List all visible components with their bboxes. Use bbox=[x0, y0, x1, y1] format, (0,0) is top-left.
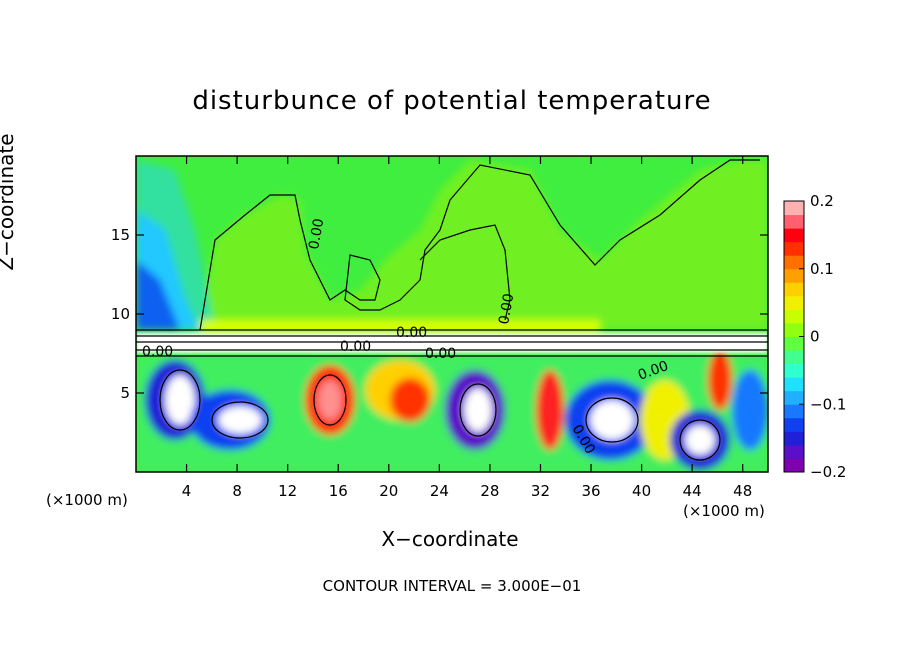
blob-white-2 bbox=[218, 406, 262, 434]
heatmap-field bbox=[136, 156, 768, 472]
contour-label-4: 0.00 bbox=[340, 339, 371, 355]
x-unit-label-right: (×1000 m) bbox=[683, 502, 765, 520]
x-tick-label-7: 32 bbox=[531, 482, 550, 500]
colorbar-tick-label-0: −0.2 bbox=[810, 463, 846, 481]
contour-interval-note: CONTOUR INTERVAL = 3.000E−01 bbox=[322, 577, 582, 595]
colorbar-swatch-13 bbox=[784, 282, 804, 297]
blob-blue-11 bbox=[732, 370, 768, 450]
y-tick-label-0: 5 bbox=[120, 384, 130, 402]
colorbar-tick-label-4: 0.2 bbox=[810, 192, 834, 210]
colorbar-tick-label-3: 0.1 bbox=[810, 260, 834, 278]
colorbar-swatch-8 bbox=[784, 350, 804, 365]
x-tick-label-8: 36 bbox=[581, 482, 600, 500]
x-tick-label-11: 48 bbox=[733, 482, 752, 500]
blob-white-9 bbox=[685, 425, 715, 455]
colorbar-swatch-15 bbox=[784, 255, 804, 270]
x-tick-label-6: 28 bbox=[480, 482, 499, 500]
blob-white-7 bbox=[590, 400, 634, 440]
contour-label-5: 0.00 bbox=[425, 346, 456, 362]
blob-red-6 bbox=[536, 370, 564, 450]
y-axis-label: Z−coordinate bbox=[0, 133, 18, 271]
x-unit-label-left: (×1000 m) bbox=[46, 491, 128, 509]
contour-loop-2 bbox=[211, 401, 269, 439]
x-tick-label-10: 44 bbox=[683, 482, 702, 500]
x-tick-label-0: 4 bbox=[182, 482, 192, 500]
x-tick-label-1: 8 bbox=[232, 482, 242, 500]
colorbar-ticks: −0.2 −0.1 0 0.1 0.2 bbox=[799, 192, 846, 481]
chart-title: disturbunce of potential temperature bbox=[192, 86, 712, 116]
contour-loop-1 bbox=[159, 369, 201, 431]
colorbar-swatch-4 bbox=[784, 404, 804, 419]
colorbar-tick-label-2: 0 bbox=[810, 328, 820, 346]
x-tick-label-2: 12 bbox=[278, 482, 297, 500]
x-tick-label-5: 24 bbox=[430, 482, 449, 500]
contour-tongue bbox=[419, 224, 511, 321]
x-axis-label: X−coordinate bbox=[381, 527, 519, 551]
blob-pink-3 bbox=[318, 380, 342, 420]
colorbar-swatch-2 bbox=[784, 431, 804, 446]
blob-white-1 bbox=[165, 375, 195, 425]
white-layer bbox=[136, 333, 768, 353]
colorbar-swatch-11 bbox=[784, 309, 804, 324]
colorbar-swatch-1 bbox=[784, 444, 804, 459]
colorbar-swatch-18 bbox=[784, 214, 804, 229]
colorbar-tick-label-1: −0.1 bbox=[810, 395, 846, 413]
y-tick-label-1: 10 bbox=[111, 305, 130, 323]
contour-upper-main bbox=[199, 159, 760, 331]
colorbar-swatch-5 bbox=[784, 390, 804, 405]
contour-loop-4 bbox=[585, 397, 639, 443]
y-tick-label-2: 15 bbox=[111, 226, 130, 244]
colorbar bbox=[783, 200, 805, 473]
colorbar-swatch-0 bbox=[784, 458, 804, 473]
colorbar-swatch-6 bbox=[784, 377, 804, 392]
contour-label-6: 0.00 bbox=[142, 344, 173, 360]
blob-red-10 bbox=[708, 350, 732, 410]
contour-label-3: 0.00 bbox=[396, 325, 427, 341]
contour-loop-3 bbox=[459, 383, 497, 437]
colorbar-swatch-12 bbox=[784, 295, 804, 310]
colorbar-swatch-16 bbox=[784, 241, 804, 256]
contour-loop-5 bbox=[679, 419, 721, 461]
y-axis-ticks: 5 10 15 bbox=[111, 226, 768, 402]
x-tick-label-4: 20 bbox=[379, 482, 398, 500]
blob-red-4 bbox=[390, 378, 430, 422]
x-axis-ticks: 4 8 12 16 20 24 28 32 36 40 44 48 bbox=[182, 156, 752, 500]
x-tick-label-3: 16 bbox=[329, 482, 348, 500]
left-blue-band bbox=[136, 260, 180, 330]
contour-label-2: 0.00 bbox=[496, 292, 517, 325]
colorbar-swatch-9 bbox=[784, 336, 804, 351]
colorbar-swatch-3 bbox=[784, 417, 804, 432]
blob-white-5 bbox=[464, 388, 492, 432]
contour-label-1: 0.00 bbox=[306, 217, 327, 250]
colorbar-swatch-17 bbox=[784, 228, 804, 243]
colorbar-swatch-19 bbox=[784, 201, 804, 216]
colorbar-swatch-14 bbox=[784, 268, 804, 283]
colorbar-swatch-7 bbox=[784, 363, 804, 378]
upper-warm-region bbox=[200, 160, 768, 330]
contour-lines bbox=[136, 159, 768, 461]
colorbar-swatch-10 bbox=[784, 322, 804, 337]
x-tick-label-9: 40 bbox=[632, 482, 651, 500]
contour-loop-6 bbox=[313, 374, 347, 426]
